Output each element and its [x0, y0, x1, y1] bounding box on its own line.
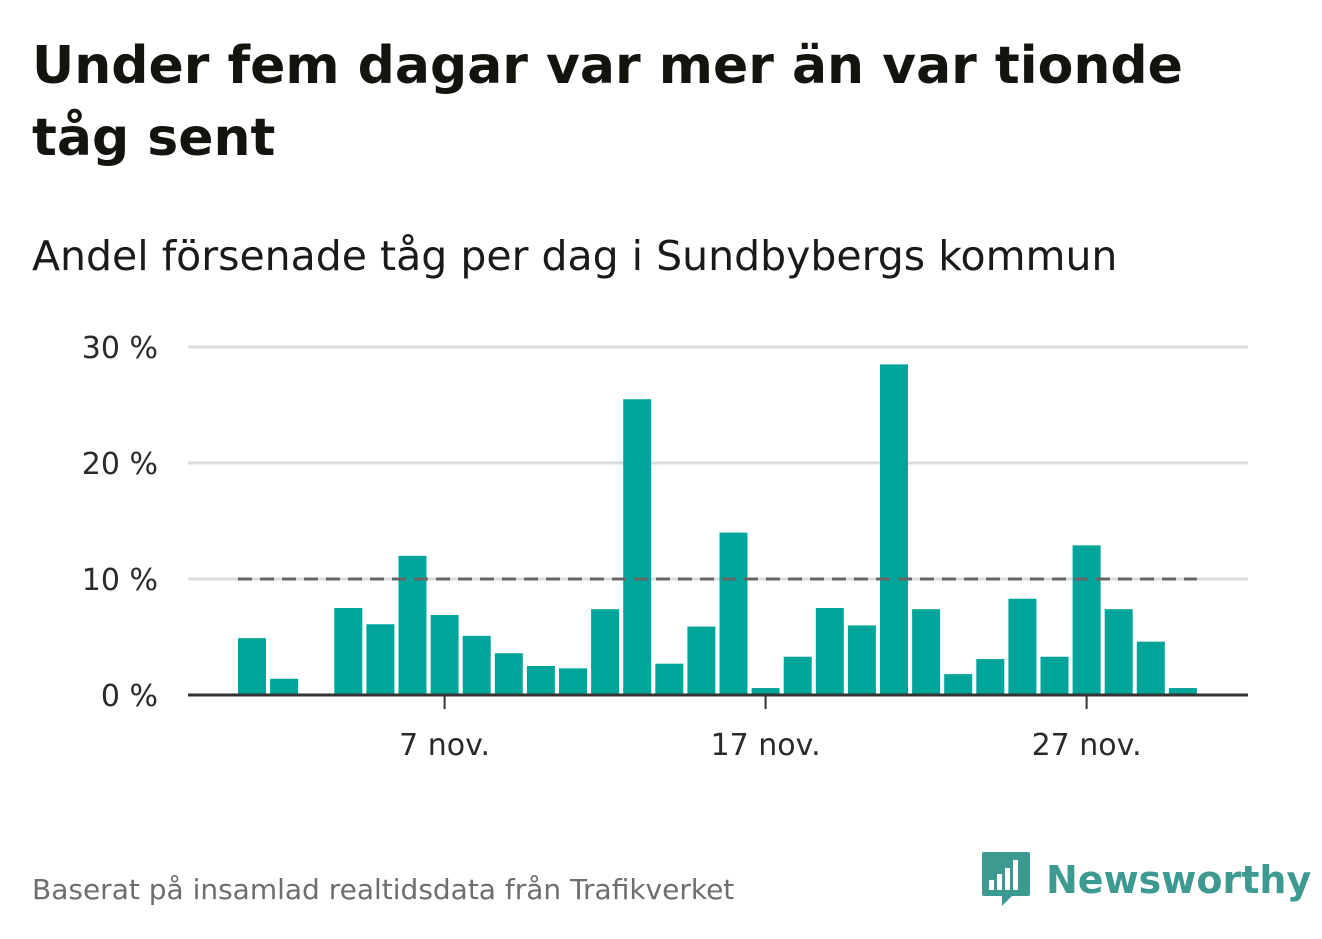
- bar-day-25: [1008, 598, 1037, 695]
- x-axis-labels: 7 nov. 17 nov. 27 nov.: [399, 728, 1141, 763]
- y-axis-labels: 0 % 10 % 20 % 30 %: [82, 331, 158, 714]
- bar-day-20: [847, 625, 876, 695]
- grid-lines: [188, 345, 1248, 581]
- source-note: Baserat på insamlad realtidsdata från Tr…: [32, 873, 735, 906]
- chart-subtitle: Andel försenade tåg per dag i Sundbyberg…: [32, 232, 1118, 280]
- bar-day-1: [238, 638, 266, 695]
- bar-day-16: [719, 532, 748, 695]
- bar-day-22: [912, 609, 941, 695]
- bar-day-15: [687, 626, 716, 695]
- y-tick-label-30: 30 %: [82, 331, 158, 366]
- y-tick-label-0: 0 %: [101, 679, 158, 714]
- bar-day-11: [559, 668, 587, 695]
- x-tick-label-7: 7 nov.: [399, 728, 490, 763]
- bar-day-24: [976, 659, 1005, 695]
- bar-day-4: [334, 608, 363, 695]
- bar-day-10: [526, 666, 555, 695]
- chart-title: Under fem dagar var mer än var tionde tå…: [32, 36, 1183, 168]
- y-tick-label-10: 10 %: [82, 563, 158, 598]
- brand-logo[interactable]: Newsworthy: [980, 850, 1311, 910]
- bar-day-6: [398, 555, 427, 695]
- x-tick-label-17: 17 nov.: [711, 728, 821, 763]
- y-tick-label-20: 20 %: [82, 447, 158, 482]
- bar-day-2: [270, 678, 299, 695]
- bar-day-13: [623, 399, 652, 695]
- bar-day-17: [751, 688, 780, 695]
- bar-day-5: [366, 624, 395, 695]
- bar-day-27: [1072, 545, 1101, 695]
- bar-day-18: [783, 656, 812, 695]
- bars: [238, 364, 1197, 695]
- bar-day-9: [494, 653, 523, 695]
- brand-name: Newsworthy: [1046, 858, 1312, 902]
- bar-day-23: [944, 674, 973, 695]
- bar-day-28: [1104, 609, 1133, 695]
- x-axis: [188, 693, 1248, 709]
- x-tick-label-27: 27 nov.: [1032, 728, 1142, 763]
- newsworthy-bars-logo-icon: [982, 852, 1030, 906]
- bar-day-7: [430, 614, 459, 695]
- bar-day-19: [815, 608, 844, 695]
- bar-day-26: [1040, 656, 1069, 695]
- bar-day-8: [462, 635, 491, 695]
- bar-day-21: [880, 364, 908, 695]
- bar-chart: 0 % 10 % 20 % 30 % 7 nov. 17 nov. 27 nov.: [82, 331, 1248, 763]
- bar-day-30: [1168, 688, 1197, 695]
- bar-day-29: [1136, 641, 1165, 695]
- bar-day-12: [591, 609, 620, 695]
- bar-day-14: [655, 663, 684, 695]
